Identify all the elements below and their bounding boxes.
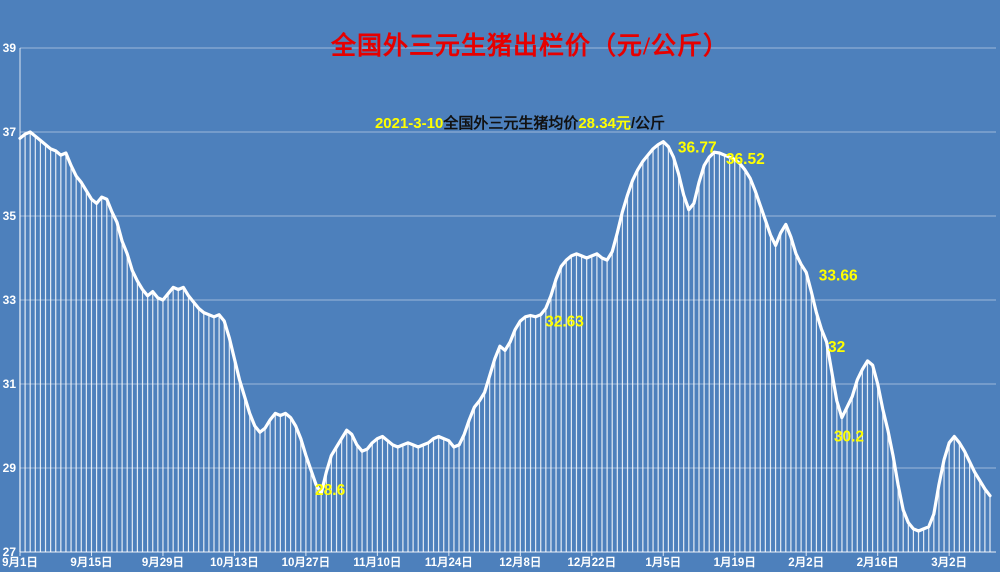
- svg-text:36.77: 36.77: [678, 140, 717, 157]
- svg-text:1月5日: 1月5日: [645, 556, 681, 569]
- svg-text:2月16日: 2月16日: [857, 556, 899, 569]
- svg-text:9月1日: 9月1日: [2, 556, 38, 569]
- point-value-labels: 28.6 32.63 36.77 36.52 33.66 32 30.2: [315, 140, 864, 499]
- svg-text:37: 37: [3, 125, 17, 139]
- svg-text:31: 31: [3, 377, 17, 391]
- gridlines: [20, 47, 996, 553]
- svg-text:28.6: 28.6: [315, 482, 346, 499]
- svg-text:11月24日: 11月24日: [425, 556, 473, 569]
- svg-text:32.63: 32.63: [545, 314, 584, 331]
- svg-text:1月19日: 1月19日: [714, 556, 756, 569]
- drop-lines: [19, 133, 991, 552]
- y-axis-labels: 39 37 35 33 31 29 27: [3, 41, 17, 559]
- svg-text:33: 33: [3, 293, 17, 307]
- svg-text:36.52: 36.52: [726, 151, 765, 168]
- svg-text:9月29日: 9月29日: [142, 556, 184, 569]
- svg-text:30.2: 30.2: [834, 429, 864, 446]
- svg-text:10月27日: 10月27日: [282, 556, 331, 569]
- svg-text:32: 32: [828, 339, 845, 356]
- svg-text:9月15日: 9月15日: [70, 556, 112, 569]
- price-series-line: [18, 130, 992, 533]
- svg-text:2月2日: 2月2日: [788, 556, 824, 569]
- svg-text:12月8日: 12月8日: [499, 556, 541, 569]
- svg-text:27: 27: [3, 545, 17, 559]
- svg-text:3月2日: 3月2日: [931, 556, 967, 569]
- svg-text:10月13日: 10月13日: [210, 556, 259, 569]
- svg-text:12月22日: 12月22日: [567, 556, 616, 569]
- svg-text:35: 35: [3, 209, 17, 223]
- svg-text:33.66: 33.66: [819, 267, 858, 284]
- svg-text:29: 29: [3, 461, 17, 475]
- axes: [19, 48, 996, 556]
- svg-text:39: 39: [3, 41, 17, 55]
- x-axis-labels: 9月1日 9月15日 9月29日 10月13日 10月27日 11月10日 11月24日 12…: [2, 556, 967, 569]
- svg-text:11月10日: 11月10日: [353, 556, 401, 569]
